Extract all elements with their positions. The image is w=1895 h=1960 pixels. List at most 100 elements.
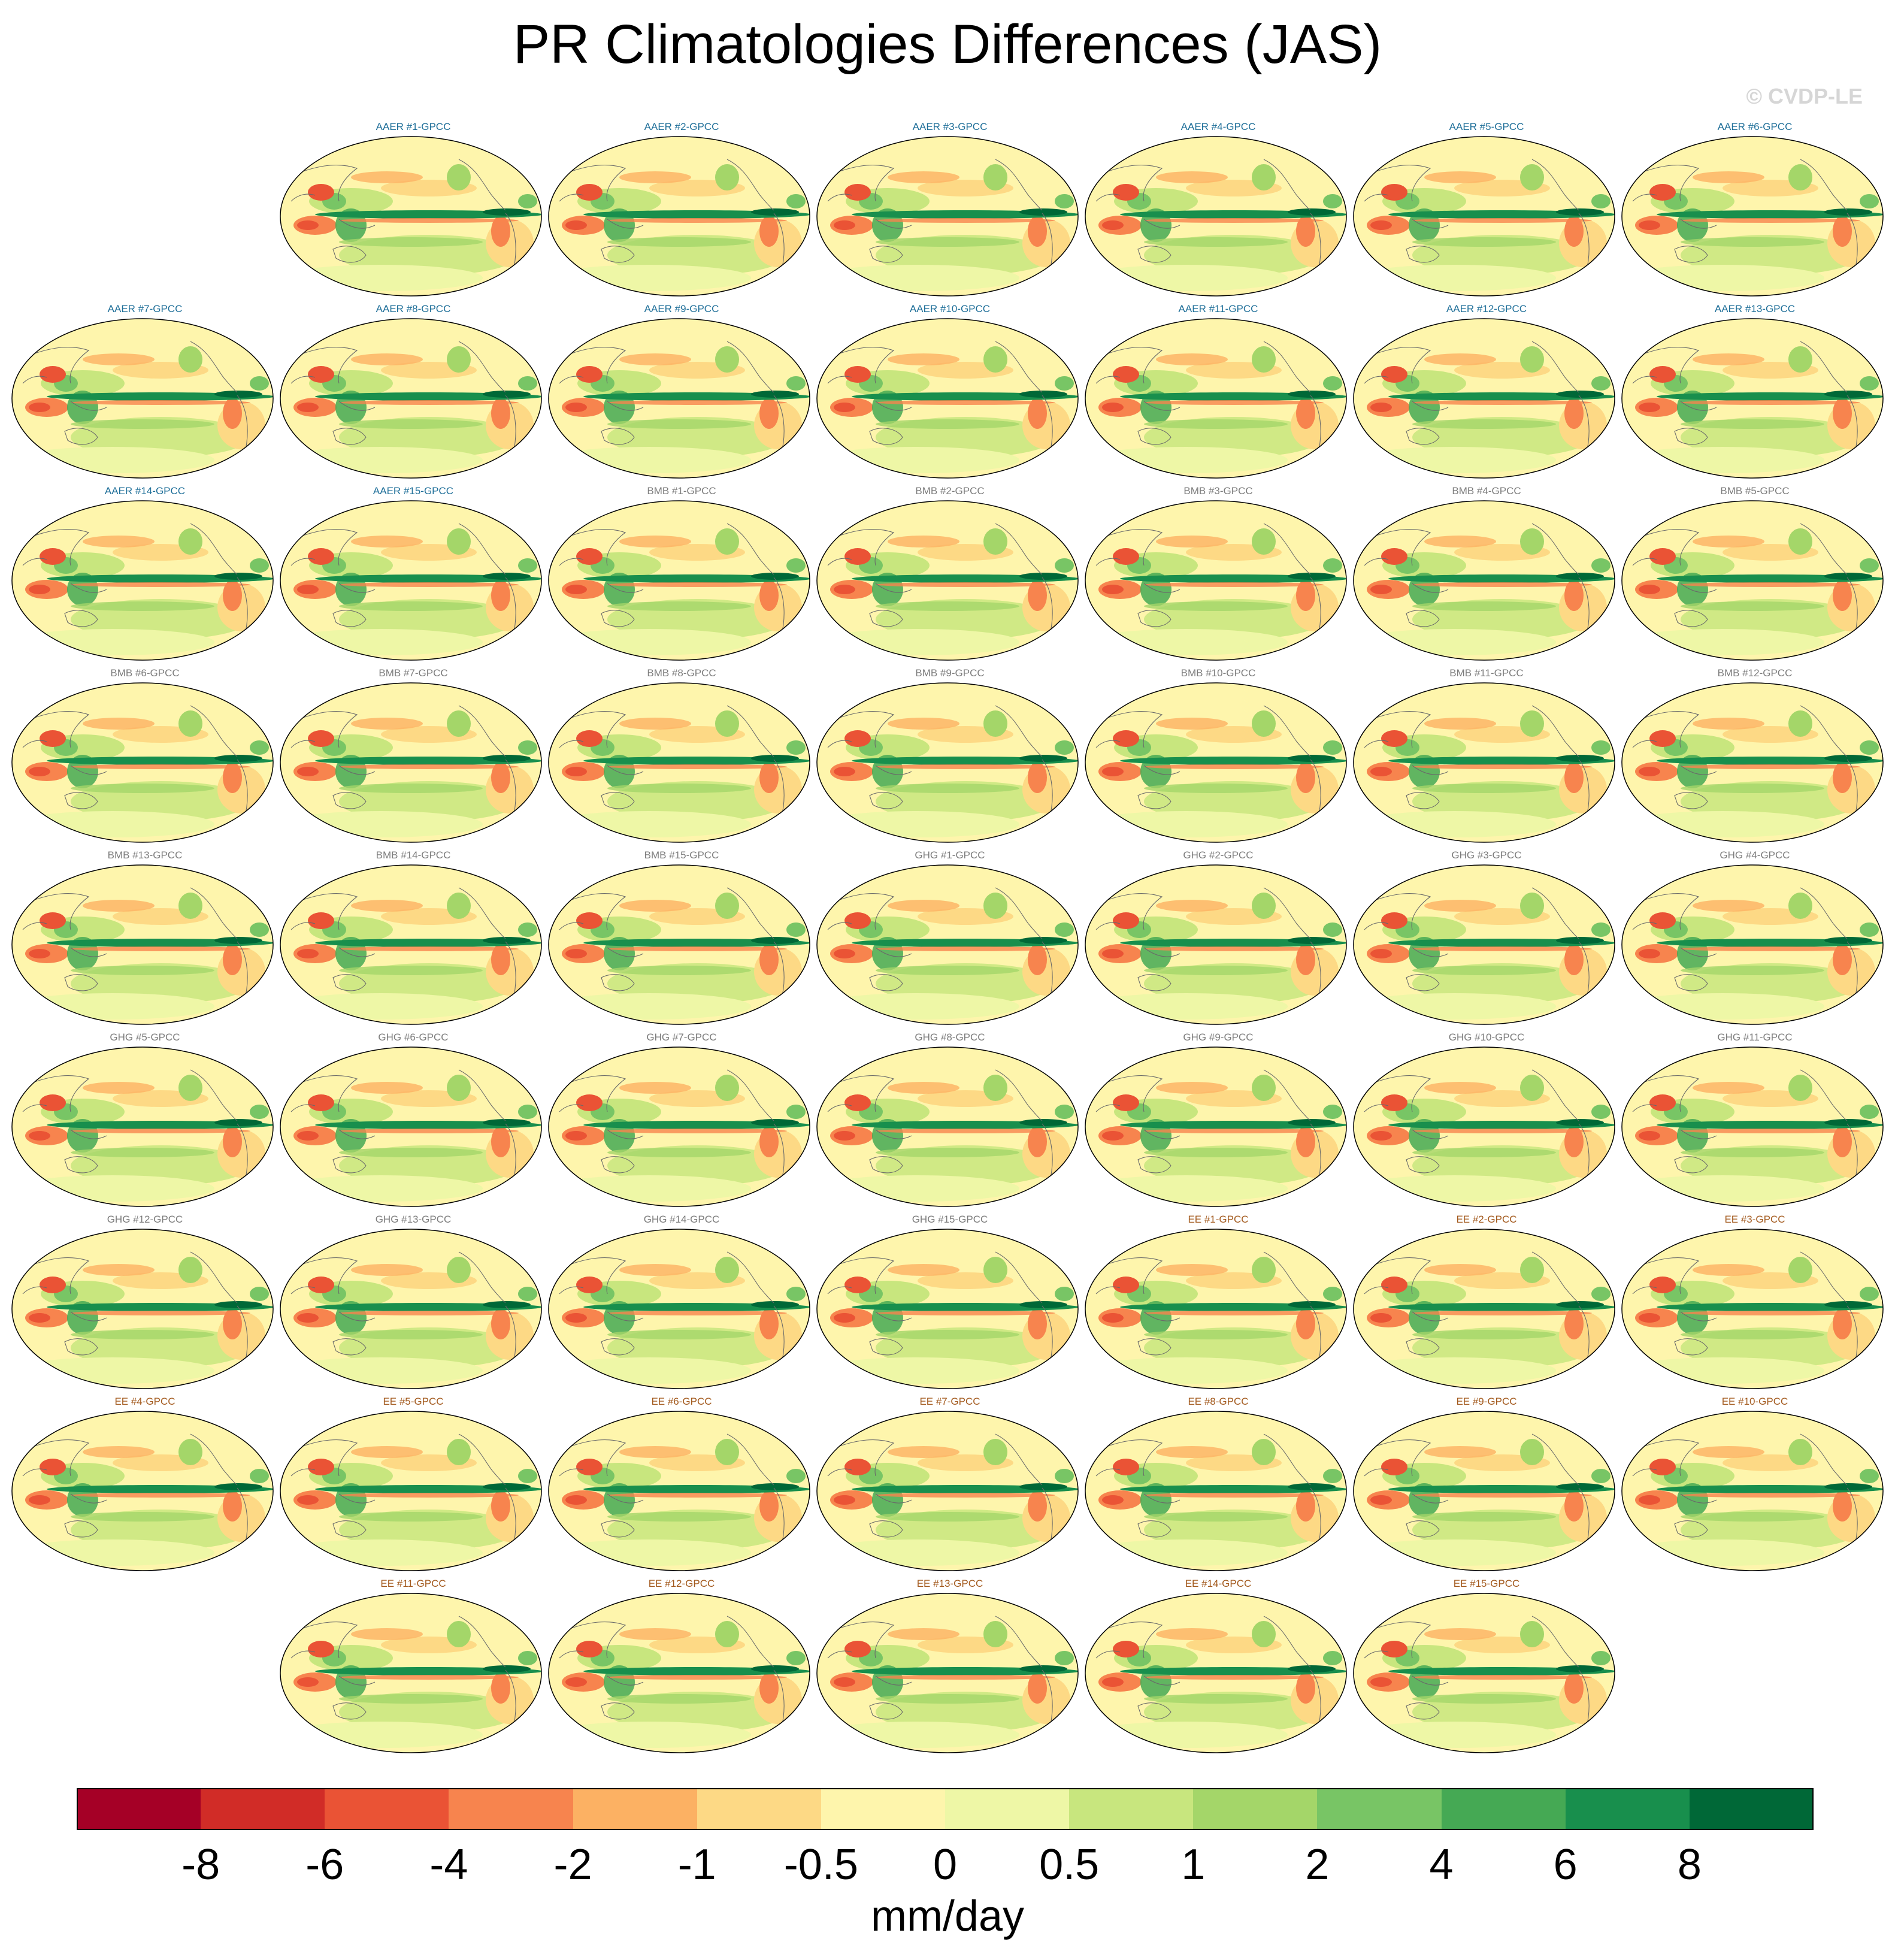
map-plot [1353, 1046, 1615, 1207]
map-plot [1085, 1229, 1347, 1389]
map-plot [1085, 136, 1347, 297]
map-panel: EE #4-GPCC [11, 1393, 279, 1573]
panel-title: AAER #8-GPCC [376, 303, 451, 314]
panel-title: AAER #9-GPCC [644, 303, 719, 314]
panel-title: EE #10-GPCC [1721, 1396, 1788, 1407]
panel-title: BMB #15-GPCC [644, 849, 719, 861]
panel-title: EE #9-GPCC [1456, 1396, 1517, 1407]
map-panel: AAER #2-GPCC [547, 119, 816, 298]
map-panel: BMB #3-GPCC [1084, 483, 1352, 663]
map-plot [1353, 1593, 1615, 1753]
map-plot [1353, 864, 1615, 1025]
map-panel: EE #10-GPCC [1621, 1393, 1889, 1573]
panel-title: EE #12-GPCC [648, 1578, 715, 1589]
map-panel: EE #8-GPCC [1084, 1393, 1352, 1573]
map-plot [11, 864, 274, 1025]
map-plot [1621, 864, 1884, 1025]
panel-title: EE #3-GPCC [1724, 1214, 1785, 1225]
colorbar-tick-label: 4 [1429, 1841, 1454, 1889]
map-panel: EE #12-GPCC [547, 1575, 816, 1755]
colorbar-swatch [1689, 1788, 1814, 1830]
figure-title: PR Climatologies Differences (JAS) [513, 14, 1382, 75]
map-panel: GHG #14-GPCC [547, 1211, 816, 1391]
map-panel: AAER #10-GPCC [816, 301, 1084, 480]
map-panel: AAER #9-GPCC [547, 301, 816, 480]
map-panel: AAER #8-GPCC [279, 301, 547, 480]
colorbar-swatch [697, 1788, 821, 1830]
panel-title: EE #11-GPCC [380, 1578, 446, 1589]
map-plot [1085, 318, 1347, 479]
panel-title: AAER #15-GPCC [373, 485, 454, 497]
panel-title: BMB #2-GPCC [915, 485, 985, 497]
map-panel: GHG #6-GPCC [279, 1029, 547, 1209]
map-plot [280, 318, 542, 479]
map-panel: EE #13-GPCC [816, 1575, 1084, 1755]
map-plot [1621, 1411, 1884, 1571]
map-plot [11, 682, 274, 843]
panel-title: BMB #10-GPCC [1180, 667, 1256, 679]
panel-title: GHG #10-GPCC [1448, 1032, 1525, 1043]
map-plot [1085, 1411, 1347, 1571]
panel-title: AAER #14-GPCC [104, 485, 186, 497]
colorbar-swatch [945, 1788, 1070, 1830]
map-plot [816, 136, 1079, 297]
panel-title: BMB #8-GPCC [647, 667, 716, 679]
map-plot [1085, 864, 1347, 1025]
panel-title: EE #13-GPCC [916, 1578, 983, 1589]
colorbar-tick-label: 2 [1305, 1841, 1330, 1889]
map-plot [1621, 136, 1884, 297]
colorbar-swatch [77, 1788, 201, 1830]
colorbar-units: mm/day [870, 1892, 1025, 1940]
panel-title: BMB #1-GPCC [647, 485, 716, 497]
map-plot [1621, 500, 1884, 661]
colorbar-swatch [821, 1788, 945, 1830]
panel-title: BMB #13-GPCC [107, 849, 183, 861]
map-plot [1085, 682, 1347, 843]
panel-title: AAER #10-GPCC [909, 303, 991, 314]
map-panel: EE #2-GPCC [1352, 1211, 1621, 1391]
panel-title: GHG #9-GPCC [1183, 1032, 1254, 1043]
colorbar-swatch [449, 1788, 573, 1830]
colorbar-swatch [1193, 1788, 1318, 1830]
panel-title: EE #8-GPCC [1188, 1396, 1249, 1407]
map-panel: AAER #3-GPCC [816, 119, 1084, 298]
map-panel: EE #1-GPCC [1084, 1211, 1352, 1391]
map-panel: GHG #2-GPCC [1084, 847, 1352, 1027]
map-panel: GHG #13-GPCC [279, 1211, 547, 1391]
map-plot [1085, 500, 1347, 661]
colorbar-tick-label: 1 [1181, 1841, 1206, 1889]
map-plot [816, 864, 1079, 1025]
panel-title: GHG #14-GPCC [643, 1214, 720, 1225]
credit-watermark: © CVDP-LE [1746, 84, 1863, 108]
map-panel: EE #5-GPCC [279, 1393, 547, 1573]
map-plot [548, 318, 810, 479]
panel-title: EE #7-GPCC [919, 1396, 980, 1407]
panel-title: AAER #4-GPCC [1180, 121, 1256, 132]
map-plot [1085, 1046, 1347, 1207]
map-panel: GHG #9-GPCC [1084, 1029, 1352, 1209]
colorbar-tick-label: -2 [553, 1841, 592, 1889]
map-plot [280, 500, 542, 661]
colorbar-swatch [201, 1788, 325, 1830]
map-panel: BMB #4-GPCC [1352, 483, 1621, 663]
map-panel: AAER #11-GPCC [1084, 301, 1352, 480]
panel-title: GHG #13-GPCC [375, 1214, 452, 1225]
map-plot [548, 500, 810, 661]
panel-title: BMB #4-GPCC [1452, 485, 1521, 497]
colorbar-tick-label: 6 [1553, 1841, 1578, 1889]
map-plot [548, 864, 810, 1025]
map-panel: BMB #6-GPCC [11, 665, 279, 845]
map-panel-grid: AAER #1-GPCC AAER #2-GPCC AAER #3-GPCC AAER… [11, 119, 1889, 1755]
panel-title: AAER #13-GPCC [1714, 303, 1796, 314]
colorbar-tick-label: -8 [181, 1841, 220, 1889]
panel-title: EE #15-GPCC [1453, 1578, 1520, 1589]
map-panel: EE #3-GPCC [1621, 1211, 1889, 1391]
panel-title: EE #6-GPCC [651, 1396, 712, 1407]
map-panel: GHG #10-GPCC [1352, 1029, 1621, 1209]
panel-title: GHG #2-GPCC [1183, 849, 1254, 861]
map-plot [816, 500, 1079, 661]
map-panel: BMB #5-GPCC [1621, 483, 1889, 663]
map-panel: BMB #14-GPCC [279, 847, 547, 1027]
map-plot [816, 1229, 1079, 1389]
map-panel: GHG #3-GPCC [1352, 847, 1621, 1027]
